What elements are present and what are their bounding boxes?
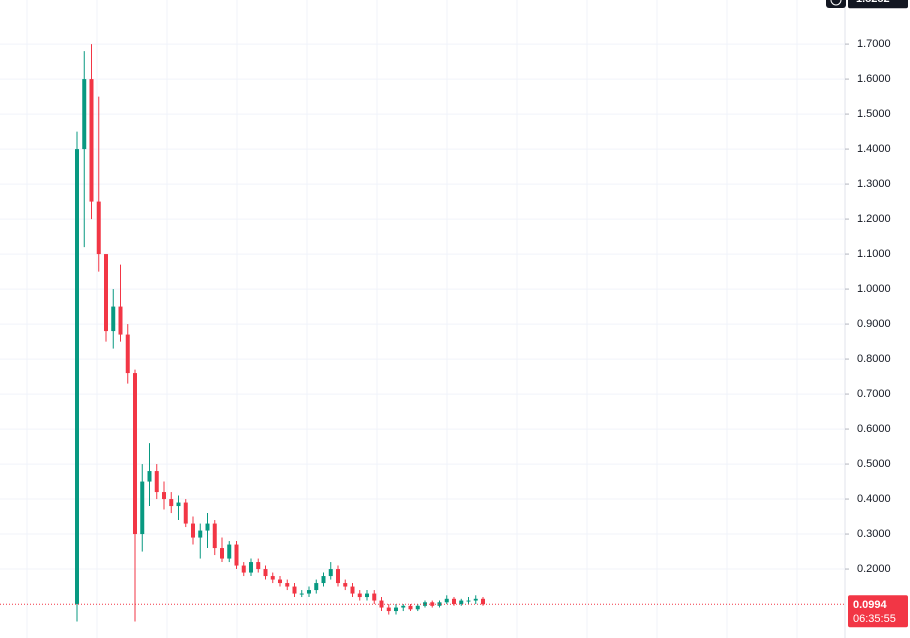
max-price-label: 1.8282	[856, 0, 890, 5]
candle-body	[147, 471, 152, 482]
y-tick-label: 0.8000	[857, 353, 891, 365]
candle-body	[162, 492, 166, 500]
y-tick-label: 1.3000	[857, 178, 891, 190]
y-tick-label: 1.1000	[857, 248, 891, 260]
candle-body	[263, 569, 268, 577]
candle-body	[111, 306, 116, 332]
candle-body	[357, 593, 362, 598]
y-tick-label: 0.2000	[857, 563, 891, 575]
y-tick-label: 1.6000	[857, 73, 891, 85]
candle-body	[96, 201, 101, 255]
y-tick-label: 0.3000	[857, 528, 891, 540]
y-tick-label: 1.4000	[857, 143, 891, 155]
candle-body	[270, 576, 275, 580]
candle-body	[343, 583, 348, 587]
candle-body	[336, 569, 340, 584]
candle-body	[249, 562, 253, 573]
candle-body	[415, 605, 420, 610]
candle-body	[321, 576, 326, 584]
candle-body	[365, 593, 369, 598]
candle-body	[394, 607, 398, 612]
candle-body	[118, 306, 123, 335]
candle-body	[314, 583, 319, 591]
candle-body	[227, 544, 232, 559]
candle-body	[401, 605, 406, 608]
candle-body	[125, 334, 130, 374]
vertical-grid	[26, 0, 798, 638]
candle-body	[234, 544, 239, 566]
candle-body	[328, 569, 333, 577]
candle-body	[278, 579, 282, 584]
candle-body	[176, 502, 181, 507]
max-price-box	[848, 0, 908, 9]
candle-body	[423, 602, 427, 606]
candle-body	[307, 590, 311, 594]
y-tick-label: 0.9000	[857, 318, 891, 330]
candle-body	[154, 471, 159, 493]
candle-body	[241, 565, 246, 573]
candle-body	[386, 607, 391, 612]
y-tick-label: 1.2000	[857, 213, 891, 225]
info-icon-box	[826, 0, 846, 8]
last-price-label: 0.0994	[853, 599, 888, 611]
candle-body	[198, 530, 203, 538]
candle-body	[140, 481, 145, 535]
last-price-box	[848, 595, 908, 628]
candle-body	[133, 373, 137, 535]
candle-body	[292, 586, 297, 594]
candle-body	[104, 254, 108, 332]
candle-body	[466, 600, 471, 602]
y-tick-label: 0.4000	[857, 493, 891, 505]
candle-body	[205, 523, 210, 531]
candle-body	[183, 502, 188, 524]
y-tick-label: 0.6000	[857, 423, 891, 435]
candle-body	[212, 523, 217, 549]
y-tick-label: 0.7000	[857, 388, 891, 400]
candle-body	[169, 499, 174, 507]
candle-body	[256, 562, 261, 570]
candle-body	[82, 79, 87, 150]
candle-body	[285, 583, 290, 587]
countdown-label: 06:35:55	[853, 613, 896, 625]
candle-body	[350, 586, 355, 594]
candle-body	[299, 593, 304, 595]
candle-body	[437, 602, 442, 606]
info-icon	[830, 0, 842, 6]
candle-body	[408, 605, 413, 610]
candle-body	[191, 523, 195, 538]
candle-body	[473, 598, 478, 601]
y-tick-label: 0.5000	[857, 458, 891, 470]
candle-body	[452, 598, 456, 605]
candle-body	[75, 149, 79, 605]
y-tick-label: 1.5000	[857, 108, 891, 120]
candle-body	[89, 79, 94, 202]
y-tick-label: 1.7000	[857, 38, 891, 50]
candle-body	[220, 548, 224, 559]
candle-body	[459, 600, 464, 605]
y-tick-label: 1.0000	[857, 283, 891, 295]
candle-body	[372, 593, 377, 601]
candle-body	[481, 598, 485, 605]
candle-body	[444, 598, 449, 603]
